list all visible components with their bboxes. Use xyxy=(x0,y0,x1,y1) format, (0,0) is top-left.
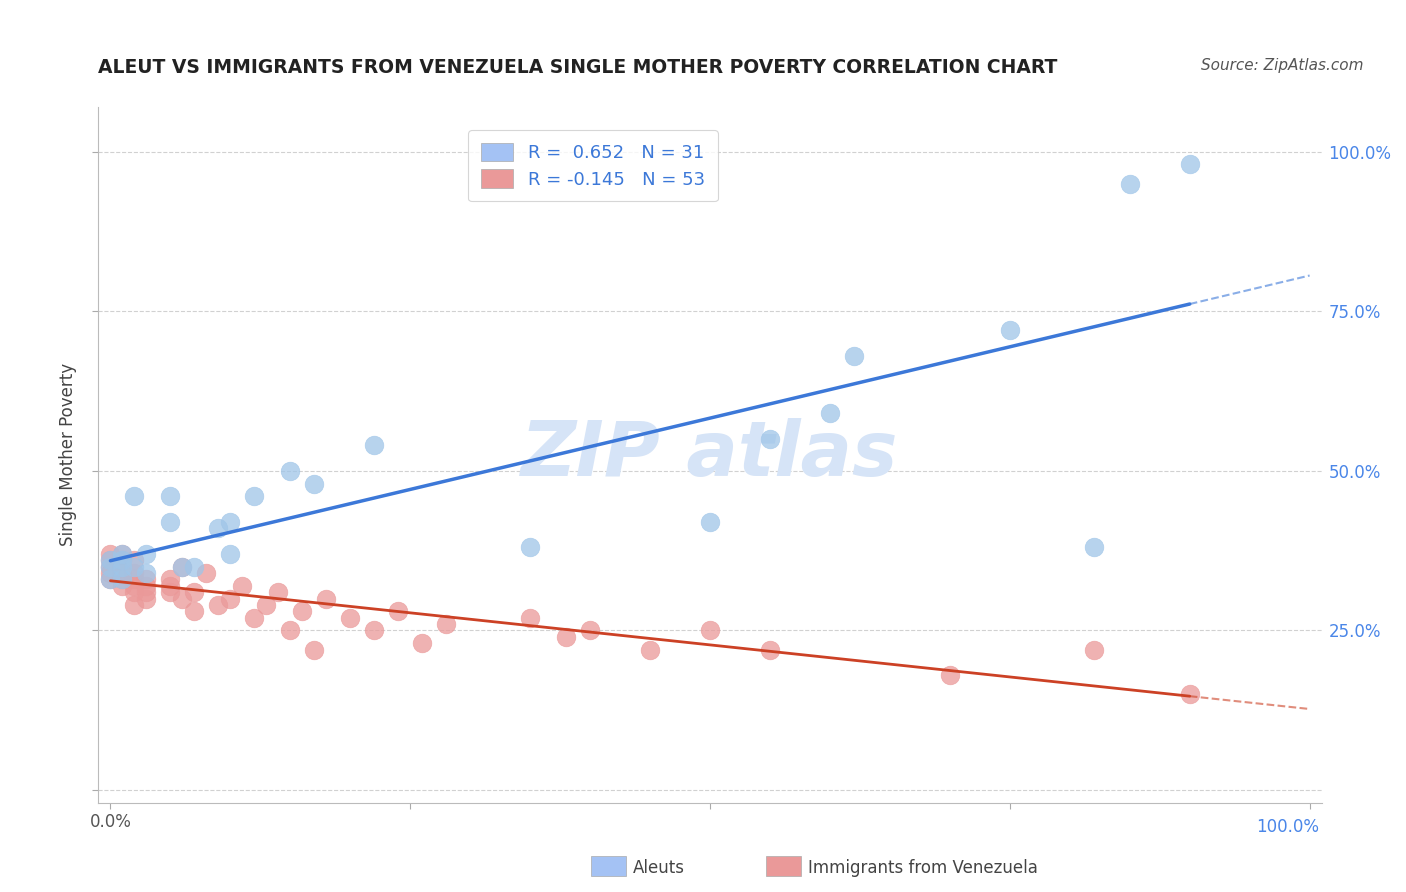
Point xyxy=(219,547,242,561)
Point xyxy=(135,573,157,587)
Point xyxy=(124,573,146,587)
Point xyxy=(100,553,122,567)
Point xyxy=(842,349,865,363)
Legend: R =  0.652   N = 31, R = -0.145   N = 53: R = 0.652 N = 31, R = -0.145 N = 53 xyxy=(468,130,717,202)
Point xyxy=(159,573,181,587)
Point xyxy=(135,579,157,593)
Point xyxy=(124,579,146,593)
Point xyxy=(291,604,314,618)
Text: 100.0%: 100.0% xyxy=(1256,818,1319,836)
Point xyxy=(278,464,301,478)
Point xyxy=(519,541,541,555)
Point xyxy=(363,624,385,638)
Point xyxy=(172,559,194,574)
Point xyxy=(111,559,134,574)
Point xyxy=(699,515,721,529)
Point xyxy=(100,547,122,561)
Point xyxy=(699,624,721,638)
Point xyxy=(159,579,181,593)
Point xyxy=(1083,541,1105,555)
Point xyxy=(124,490,146,504)
Text: Aleuts: Aleuts xyxy=(633,859,685,877)
Point xyxy=(939,668,962,682)
Point xyxy=(998,323,1021,337)
Point xyxy=(100,553,122,567)
Point xyxy=(1178,687,1201,701)
Point xyxy=(135,547,157,561)
Point xyxy=(207,521,229,535)
Point xyxy=(111,573,134,587)
Point xyxy=(159,585,181,599)
Point xyxy=(1178,157,1201,171)
Point xyxy=(172,591,194,606)
Point xyxy=(387,604,409,618)
Point xyxy=(818,406,841,420)
Point xyxy=(111,553,134,567)
Point xyxy=(579,624,602,638)
Point xyxy=(519,610,541,624)
Point xyxy=(278,624,301,638)
Point xyxy=(434,617,457,632)
Point xyxy=(304,476,326,491)
Point xyxy=(243,610,266,624)
Point xyxy=(124,585,146,599)
Point xyxy=(111,573,134,587)
Y-axis label: Single Mother Poverty: Single Mother Poverty xyxy=(59,363,77,547)
Point xyxy=(315,591,337,606)
Text: ALEUT VS IMMIGRANTS FROM VENEZUELA SINGLE MOTHER POVERTY CORRELATION CHART: ALEUT VS IMMIGRANTS FROM VENEZUELA SINGL… xyxy=(98,58,1057,77)
Point xyxy=(411,636,433,650)
Point xyxy=(124,598,146,612)
Point xyxy=(207,598,229,612)
Point xyxy=(172,559,194,574)
Text: Immigrants from Venezuela: Immigrants from Venezuela xyxy=(808,859,1038,877)
Point xyxy=(100,566,122,580)
Point xyxy=(111,547,134,561)
Point xyxy=(100,559,122,574)
Point xyxy=(124,559,146,574)
Point xyxy=(159,490,181,504)
Point xyxy=(183,585,205,599)
Point xyxy=(759,432,782,446)
Point xyxy=(111,566,134,580)
Point xyxy=(254,598,277,612)
Point xyxy=(100,559,122,574)
Point xyxy=(555,630,578,644)
Point xyxy=(111,559,134,574)
Point xyxy=(111,579,134,593)
Point xyxy=(363,438,385,452)
Point xyxy=(124,553,146,567)
Point xyxy=(111,553,134,567)
Point xyxy=(339,610,361,624)
Point xyxy=(219,515,242,529)
Point xyxy=(100,573,122,587)
Point xyxy=(231,579,253,593)
Point xyxy=(1083,642,1105,657)
Point xyxy=(638,642,661,657)
Text: ZIP atlas: ZIP atlas xyxy=(522,418,898,491)
Point xyxy=(195,566,218,580)
Point xyxy=(111,547,134,561)
Point xyxy=(135,585,157,599)
Point xyxy=(267,585,290,599)
Point xyxy=(243,490,266,504)
Point xyxy=(100,573,122,587)
Point xyxy=(183,604,205,618)
Point xyxy=(759,642,782,657)
Point xyxy=(135,566,157,580)
Point xyxy=(135,591,157,606)
Point xyxy=(1119,177,1142,191)
Point xyxy=(124,566,146,580)
Point xyxy=(183,559,205,574)
Point xyxy=(159,515,181,529)
Point xyxy=(219,591,242,606)
Point xyxy=(304,642,326,657)
Text: Source: ZipAtlas.com: Source: ZipAtlas.com xyxy=(1201,58,1364,73)
